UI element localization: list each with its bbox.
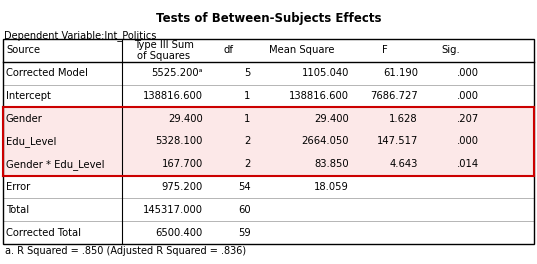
Text: 4.643: 4.643: [389, 159, 418, 169]
Text: a. R Squared = .850 (Adjusted R Squared = .836): a. R Squared = .850 (Adjusted R Squared …: [5, 246, 246, 256]
Text: .000: .000: [457, 136, 479, 147]
Text: 1: 1: [244, 114, 251, 124]
Bar: [3, 39, 534, 244]
Text: 2: 2: [244, 159, 251, 169]
Text: F: F: [382, 45, 388, 55]
Text: 59: 59: [238, 228, 251, 238]
Text: Intercept: Intercept: [6, 91, 51, 101]
Text: 975.200: 975.200: [162, 182, 203, 192]
Text: Gender * Edu_Level: Gender * Edu_Level: [6, 159, 105, 170]
Text: 138816.600: 138816.600: [289, 91, 349, 101]
Text: 145317.000: 145317.000: [143, 205, 203, 215]
Text: Error: Error: [6, 182, 30, 192]
Text: 7686.727: 7686.727: [370, 91, 418, 101]
Text: 1105.040: 1105.040: [301, 68, 349, 78]
Text: 61.190: 61.190: [383, 68, 418, 78]
Text: 6500.400: 6500.400: [156, 228, 203, 238]
Text: Type III Sum
of Squares: Type III Sum of Squares: [134, 40, 193, 61]
Text: 5: 5: [244, 68, 251, 78]
Text: 1: 1: [244, 91, 251, 101]
Text: Corrected Model: Corrected Model: [6, 68, 88, 78]
Text: 29.400: 29.400: [314, 114, 349, 124]
Text: .000: .000: [457, 91, 479, 101]
Bar: [3, 107, 534, 176]
Text: Sig.: Sig.: [441, 45, 460, 55]
Text: 5328.100: 5328.100: [155, 136, 203, 147]
Text: 147.517: 147.517: [376, 136, 418, 147]
Text: Gender: Gender: [6, 114, 43, 124]
Text: 167.700: 167.700: [162, 159, 203, 169]
Text: 18.059: 18.059: [314, 182, 349, 192]
Text: 2664.050: 2664.050: [301, 136, 349, 147]
Text: Tests of Between-Subjects Effects: Tests of Between-Subjects Effects: [156, 12, 381, 25]
Text: 138816.600: 138816.600: [143, 91, 203, 101]
Text: Total: Total: [6, 205, 29, 215]
Text: 5525.200ᵃ: 5525.200ᵃ: [151, 68, 203, 78]
Text: Dependent Variable:Int_Politics: Dependent Variable:Int_Politics: [4, 30, 156, 41]
Text: 2: 2: [244, 136, 251, 147]
Text: 60: 60: [238, 205, 251, 215]
Text: 1.628: 1.628: [389, 114, 418, 124]
Text: Source: Source: [6, 45, 40, 55]
Text: 83.850: 83.850: [314, 159, 349, 169]
Text: .000: .000: [457, 68, 479, 78]
Text: Edu_Level: Edu_Level: [6, 136, 56, 147]
Text: 54: 54: [238, 182, 251, 192]
Text: Corrected Total: Corrected Total: [6, 228, 81, 238]
Text: Mean Square: Mean Square: [269, 45, 335, 55]
Text: .014: .014: [457, 159, 479, 169]
Text: df: df: [224, 45, 234, 55]
Text: 29.400: 29.400: [168, 114, 203, 124]
Text: .207: .207: [456, 114, 479, 124]
